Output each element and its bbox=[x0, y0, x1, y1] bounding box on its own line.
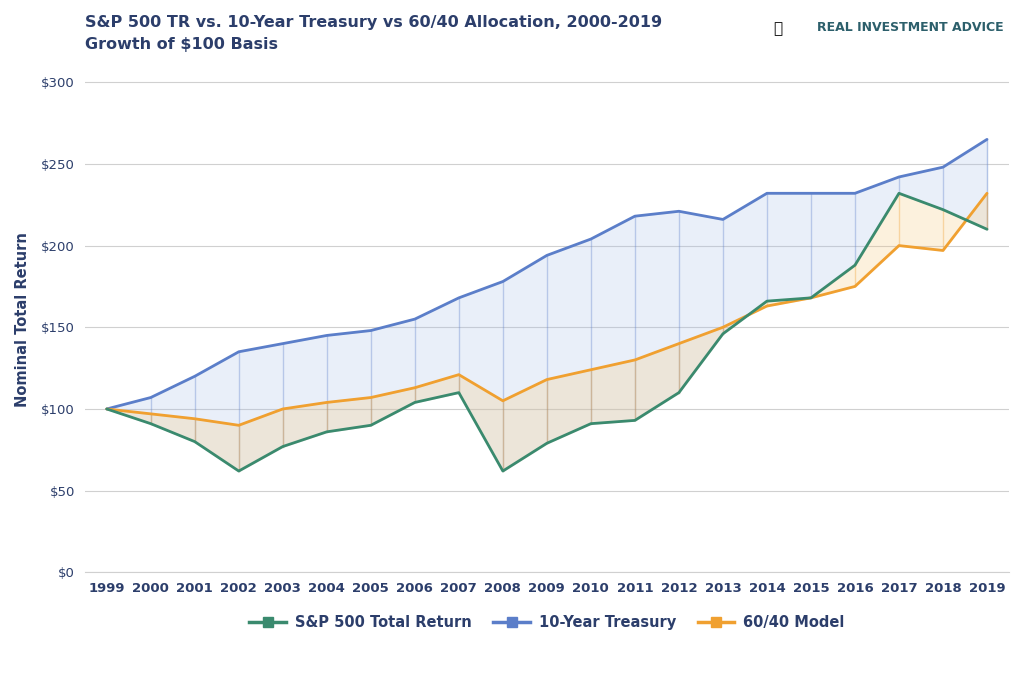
Y-axis label: Nominal Total Return: Nominal Total Return bbox=[15, 231, 30, 406]
Legend: S&P 500 Total Return, 10-Year Treasury, 60/40 Model: S&P 500 Total Return, 10-Year Treasury, … bbox=[244, 609, 850, 636]
Text: 🛡: 🛡 bbox=[773, 21, 782, 36]
Text: REAL INVESTMENT ADVICE: REAL INVESTMENT ADVICE bbox=[817, 21, 1004, 34]
Text: S&P 500 TR vs. 10-Year Treasury vs 60/40 Allocation, 2000-2019
Growth of $100 Ba: S&P 500 TR vs. 10-Year Treasury vs 60/40… bbox=[85, 15, 662, 52]
